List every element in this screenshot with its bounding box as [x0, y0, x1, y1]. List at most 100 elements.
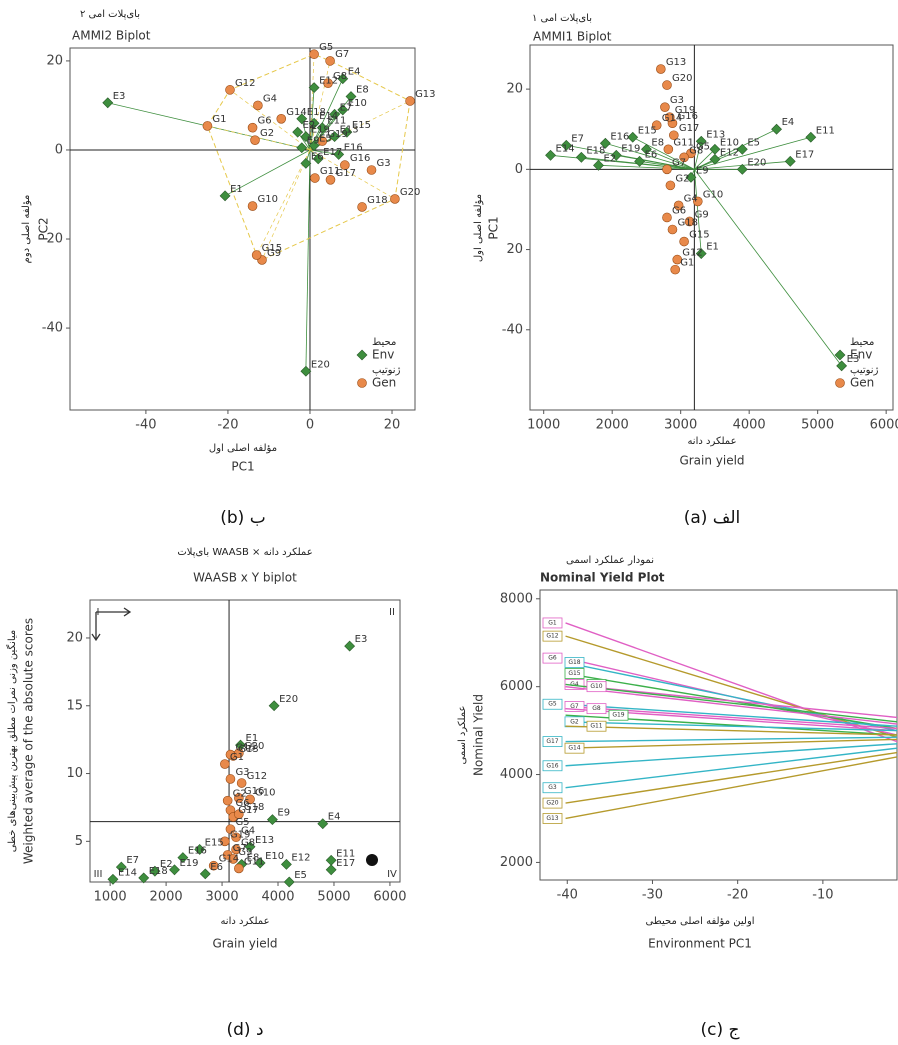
x-tick-label: -20: [217, 418, 238, 433]
env-point: [805, 131, 817, 143]
title-fa: بای‌پلات WAASB × عملکرد دانه: [177, 547, 312, 558]
point-label: E17: [795, 149, 814, 160]
point-label: E18: [586, 145, 605, 156]
point-label: E1: [246, 733, 259, 744]
y-tick-label: 15: [66, 698, 83, 713]
gen-point: [236, 778, 247, 788]
x-tick-label: 1000: [527, 418, 560, 433]
point-label: E12: [720, 147, 739, 158]
point-label: E7: [126, 855, 139, 866]
gen-point: [251, 250, 262, 260]
point-label: G2: [260, 128, 274, 139]
point-label: G4: [263, 93, 277, 104]
gen-point: [222, 795, 233, 806]
env-point: [115, 861, 127, 873]
point-label: E2: [303, 120, 316, 131]
point-label: E18: [149, 866, 168, 877]
title: Nominal Yield Plot: [540, 571, 665, 585]
point-label: G1: [212, 114, 226, 125]
gen-point: [225, 774, 236, 784]
y-label: PC1: [487, 216, 501, 239]
series-label-box: [542, 760, 563, 772]
point-label: G4: [684, 193, 698, 204]
y-tick-label: -40: [502, 322, 523, 337]
legend-label: Gen: [850, 376, 874, 390]
env-point: [325, 864, 337, 876]
point-label: G16: [350, 153, 370, 164]
gen-point: [325, 174, 336, 185]
x-label-fa: عملکرد دانه: [220, 916, 269, 927]
point-label: G18: [677, 218, 697, 229]
env-point: [344, 640, 356, 652]
series-label: G8: [592, 705, 601, 712]
point-label: E3: [355, 634, 368, 645]
gen-point: [225, 824, 236, 834]
title: AMMI2 Biplot: [72, 29, 151, 43]
point-label: G14: [662, 113, 682, 124]
point-label: G11: [244, 856, 264, 867]
hull-ray: [309, 54, 315, 150]
legend-label-fa: محیط: [372, 337, 396, 348]
point-label: E4: [782, 117, 795, 128]
gen-point: [679, 152, 689, 163]
point-label: E8: [247, 852, 260, 863]
hull-ray: [261, 149, 311, 261]
point-label: E2: [603, 153, 616, 164]
point-label: G5: [696, 141, 710, 152]
series-label: G20: [546, 800, 558, 807]
series-label: G4: [570, 681, 579, 688]
series-label-box: [586, 703, 607, 715]
env-point: [545, 149, 556, 161]
point-label: E11: [327, 116, 346, 127]
point-label: G12: [682, 248, 702, 259]
point-label: E16: [610, 131, 629, 142]
point-label: E4: [328, 812, 341, 823]
point-label: G9: [267, 248, 281, 259]
env-point: [300, 365, 312, 377]
point-label: E9: [696, 165, 709, 176]
title: WAASB x Y biplot: [193, 571, 297, 585]
point-label: E15: [205, 837, 224, 848]
env-point: [149, 865, 161, 877]
point-label: G20: [672, 73, 692, 84]
point-label: E1: [706, 242, 719, 253]
point-label: G2: [675, 173, 689, 184]
x-tick-label: 2000: [150, 890, 183, 905]
gen-point: [357, 202, 367, 212]
series-label: G12: [546, 633, 558, 640]
x-tick-label: -10: [812, 888, 833, 903]
env-point: [641, 143, 652, 155]
series-label-box: [542, 617, 563, 629]
x-tick-label: 0: [306, 418, 314, 433]
series-line: [565, 743, 898, 767]
point-label: E20: [311, 359, 330, 370]
vector: [309, 149, 339, 155]
point-label: E7: [340, 102, 353, 113]
point-label: G9: [238, 847, 252, 858]
y-tick-label: 20: [506, 82, 523, 97]
point-label: E9: [277, 808, 290, 819]
x-tick-label: 6000: [870, 418, 898, 433]
point-label: G14: [219, 854, 239, 865]
point-label: E3: [113, 91, 126, 102]
env-point: [308, 117, 320, 129]
vector: [224, 149, 311, 197]
series-label-box: [542, 782, 563, 794]
series-label-box: [564, 668, 585, 679]
point-label: G11: [320, 166, 340, 177]
env-point: [345, 91, 357, 102]
env-point: [329, 108, 341, 120]
point-label: G17: [335, 168, 355, 179]
plot-frame: [69, 47, 416, 411]
gen-point: [253, 100, 263, 111]
series-label: G11: [590, 723, 602, 730]
gen-point: [693, 196, 703, 207]
point-label: G3: [670, 95, 684, 106]
plot-frame: [529, 44, 894, 411]
env-point: [709, 153, 721, 165]
gen-point: [662, 164, 672, 175]
series-line: [565, 635, 898, 738]
gen-point: [231, 844, 241, 855]
point-label: G20: [244, 741, 264, 752]
series-line: [565, 756, 898, 820]
